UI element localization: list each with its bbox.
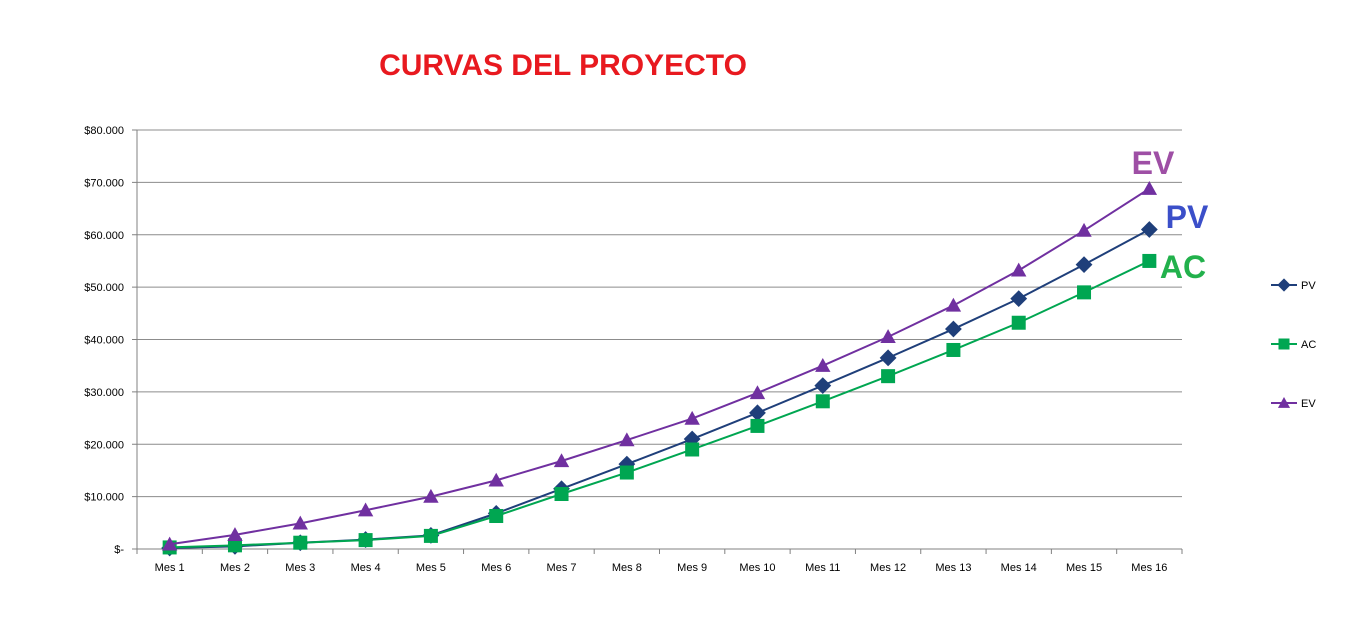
data-point-ac xyxy=(815,394,830,409)
data-point-ac xyxy=(946,342,961,357)
data-point-ev xyxy=(945,297,962,312)
data-point-pv xyxy=(814,377,832,394)
data-point-pv xyxy=(749,404,766,422)
series-pv xyxy=(161,221,1158,557)
legend-marker xyxy=(1278,338,1290,350)
legend-item-pv: PV xyxy=(1271,278,1316,292)
data-point-ac xyxy=(1077,285,1092,300)
x-tick-label: Mes 10 xyxy=(739,562,775,574)
x-tick-label: Mes 8 xyxy=(612,562,642,574)
series-line-ev xyxy=(169,187,1150,546)
data-point-ac xyxy=(619,465,634,480)
series-ev xyxy=(161,180,1158,551)
legend-marker xyxy=(1277,278,1291,292)
x-tick-label: Mes 1 xyxy=(155,562,185,574)
data-point-pv xyxy=(1075,256,1093,274)
series-ac xyxy=(162,253,1157,555)
x-tick-label: Mes 4 xyxy=(351,562,381,574)
data-point-pv xyxy=(1140,221,1158,238)
legend-item-ac: AC xyxy=(1271,338,1316,351)
data-point-ac xyxy=(750,418,765,433)
x-tick-label: Mes 13 xyxy=(935,562,971,574)
x-tick-label: Mes 5 xyxy=(416,562,446,574)
data-point-ev xyxy=(292,515,308,530)
grid-lines xyxy=(132,129,1182,550)
annotation-ev: EV xyxy=(1132,145,1175,181)
data-point-ev xyxy=(553,453,570,468)
data-point-ev xyxy=(161,536,178,551)
data-point-ev xyxy=(880,329,896,344)
x-tick-label: Mes 6 xyxy=(481,562,511,574)
y-tick-label: $70.000 xyxy=(84,177,124,189)
data-point-ev xyxy=(357,502,374,517)
data-point-ev xyxy=(815,357,831,372)
data-point-ac xyxy=(489,509,504,524)
data-point-ac xyxy=(227,538,242,553)
y-tick-label: $10.000 xyxy=(84,492,124,504)
chart-title: CURVAS DEL PROYECTO xyxy=(379,49,747,82)
data-point-ev xyxy=(1141,180,1158,195)
data-point-pv xyxy=(879,349,897,367)
data-point-ac xyxy=(423,528,438,543)
annotation-ac: AC xyxy=(1160,249,1206,285)
series-group xyxy=(161,180,1158,557)
series-annotations: EV PV AC xyxy=(1132,145,1209,285)
y-tick-label: $50.000 xyxy=(84,282,124,294)
y-tick-label: $20.000 xyxy=(84,439,124,451)
data-point-ac xyxy=(358,533,373,548)
x-tick-label: Mes 15 xyxy=(1066,562,1102,574)
series-line-pv xyxy=(169,228,1150,549)
x-tick-label: Mes 11 xyxy=(805,562,840,574)
data-point-ac xyxy=(1142,253,1157,268)
legend-label: PV xyxy=(1301,280,1316,292)
data-point-ev xyxy=(684,410,700,425)
legend-label: AC xyxy=(1301,339,1316,351)
data-point-ac xyxy=(554,487,569,502)
x-tick-label: Mes 12 xyxy=(870,562,906,574)
y-tick-label: $- xyxy=(114,544,124,556)
series-line-ac xyxy=(169,260,1150,549)
y-tick-label: $30.000 xyxy=(84,387,124,399)
data-point-pv xyxy=(1010,290,1028,308)
data-point-ev xyxy=(1011,262,1027,277)
legend: PV AC EV xyxy=(1271,278,1316,410)
data-point-ev xyxy=(227,527,243,542)
x-tick-label: Mes 2 xyxy=(220,562,250,574)
data-point-ev xyxy=(423,488,439,503)
x-axis-ticks: Mes 1 Mes 2 Mes 3 Mes 4 Mes 5 Mes 6 Mes 7 Mes 8… xyxy=(136,549,1183,574)
legend-marker xyxy=(1277,396,1291,408)
x-tick-label: Mes 9 xyxy=(677,562,707,574)
data-point-pv xyxy=(945,320,962,338)
annotation-pv: PV xyxy=(1166,199,1209,235)
data-point-ac xyxy=(1011,315,1026,330)
data-point-ac xyxy=(685,442,700,457)
x-tick-label: Mes 7 xyxy=(547,562,577,574)
y-tick-label: $80.000 xyxy=(84,125,124,137)
legend-item-ev: EV xyxy=(1271,396,1316,410)
y-tick-label: $60.000 xyxy=(84,230,124,242)
legend-label: EV xyxy=(1301,398,1316,410)
data-point-ev xyxy=(488,472,504,487)
data-point-ac xyxy=(881,369,896,384)
data-point-ev xyxy=(1076,222,1092,237)
x-tick-label: Mes 14 xyxy=(1001,562,1037,574)
x-tick-label: Mes 3 xyxy=(285,562,315,574)
data-point-ev xyxy=(619,432,635,447)
y-tick-label: $40.000 xyxy=(84,335,124,347)
y-axis-ticks: $- $10.000 $20.000 $30.000 $40.000 $50.000 $60… xyxy=(84,125,124,556)
data-point-ev xyxy=(749,385,766,400)
x-tick-label: Mes 16 xyxy=(1131,562,1167,574)
data-point-ac xyxy=(293,535,308,550)
